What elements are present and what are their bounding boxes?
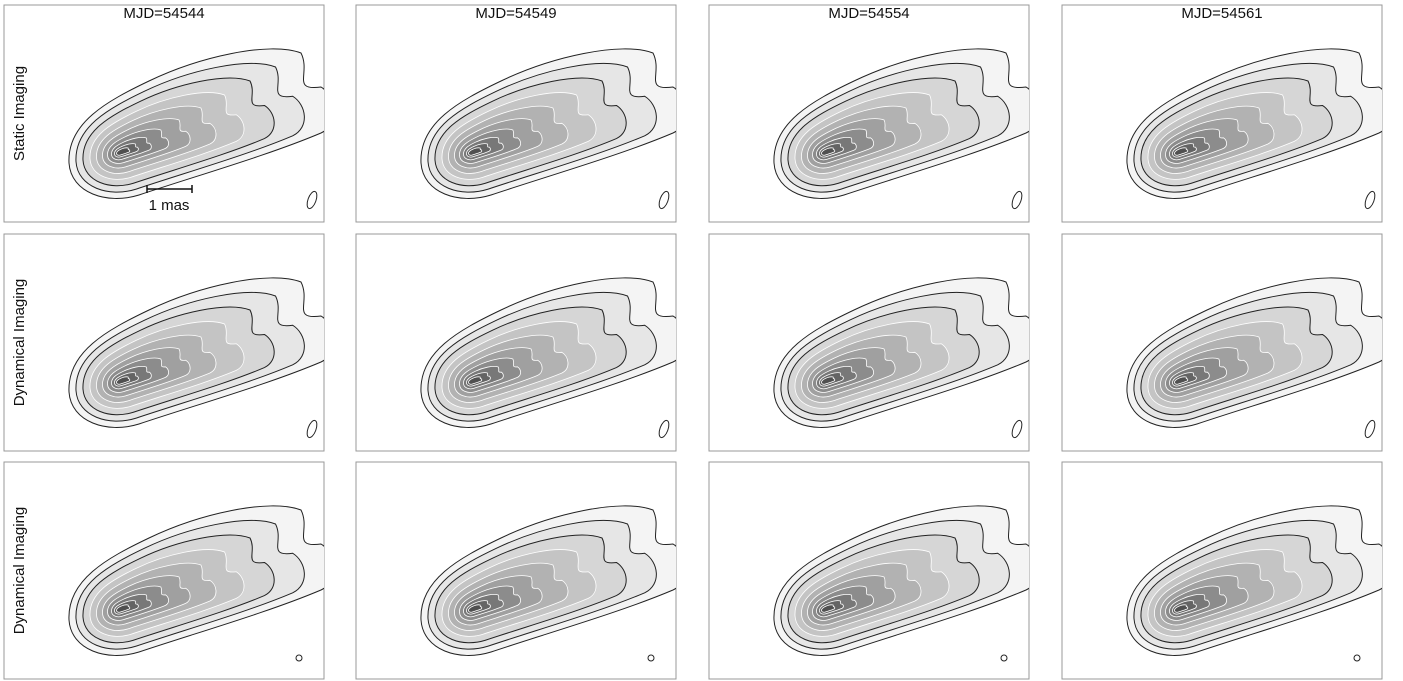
panel <box>709 462 1040 679</box>
panel <box>1062 5 1393 222</box>
panel <box>709 5 1040 222</box>
panel <box>356 462 687 679</box>
panel: 1 mas <box>4 5 335 222</box>
panel <box>1062 234 1393 451</box>
panel <box>4 234 335 451</box>
panel <box>709 234 1040 451</box>
row-label: Dynamical Imaging <box>11 507 28 635</box>
row-label: Dynamical Imaging <box>11 279 28 407</box>
column-title: MJD=54549 <box>475 5 556 22</box>
row-label: Static Imaging <box>11 66 28 161</box>
column-title: MJD=54561 <box>1181 5 1262 22</box>
figure: 1 mas MJD=54544 Static Imaging MJD=54549 MJD… <box>0 0 1403 681</box>
column-title: MJD=54544 <box>123 5 204 22</box>
panel <box>4 462 335 679</box>
panel <box>356 5 687 222</box>
panel <box>356 234 687 451</box>
column-title: MJD=54554 <box>828 5 909 22</box>
scale-bar-label: 1 mas <box>149 197 190 214</box>
panel <box>1062 462 1393 679</box>
